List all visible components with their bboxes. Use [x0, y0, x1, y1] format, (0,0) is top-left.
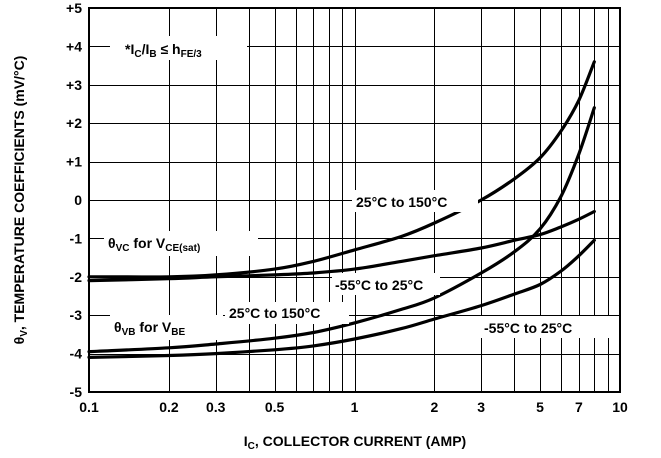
vb-family-label: θVB for VBE — [110, 315, 223, 340]
x-tick-label: 10 — [612, 399, 628, 415]
vc-family-label: θVC for VCE(sat) — [104, 231, 258, 256]
y-tick-label: -3 — [70, 307, 83, 323]
y-tick-label: -2 — [70, 269, 83, 285]
y-tick-label: +5 — [66, 0, 82, 16]
svg-text:25°C to 150°C: 25°C to 150°C — [356, 194, 447, 210]
x-tick-label: 7 — [575, 399, 583, 415]
x-tick-label: 0.2 — [159, 399, 179, 415]
y-tick-label: +1 — [66, 154, 82, 170]
y-tick-label: -1 — [70, 230, 83, 246]
svg-text:θVB for VBE: θVB for VBE — [114, 319, 185, 338]
x-tick-label: 2 — [431, 399, 439, 415]
svg-text:*IC/IB ≤ hFE/3: *IC/IB ≤ hFE/3 — [125, 41, 202, 60]
note-label: *IC/IB ≤ hFE/3 — [110, 36, 247, 60]
vc-hot-label: 25°C to 150°C — [352, 190, 478, 212]
svg-text:-55°C to 25°C: -55°C to 25°C — [335, 277, 423, 293]
curve-vc-hot — [87, 60, 596, 279]
y-tick-label: +2 — [66, 115, 82, 131]
x-tick-label: 5 — [536, 399, 544, 415]
annotations: *IC/IB ≤ hFE/3 25°C to 150°C θVC for VCE… — [104, 36, 611, 340]
vb-cold-label: -55°C to 25°C — [480, 316, 611, 338]
y-axis-label: θV, TEMPERATURE COEFFICIENTS (mV/°C) — [11, 56, 30, 345]
svg-text:-55°C to 25°C: -55°C to 25°C — [484, 320, 572, 336]
svg-text:25°C to 150°C: 25°C to 150°C — [229, 305, 320, 321]
vb-hot-label: 25°C to 150°C — [225, 302, 349, 324]
y-tick-label: -4 — [70, 346, 83, 362]
plot-frame — [88, 7, 621, 393]
x-tick-label: 0.1 — [79, 399, 99, 415]
curve-vc-cold — [87, 209, 596, 283]
curves — [87, 60, 596, 359]
x-tick-label: 1 — [351, 399, 359, 415]
y-tick-label: -5 — [70, 384, 83, 400]
x-tick-label: 3 — [477, 399, 485, 415]
svg-text:θVC for VCE(sat): θVC for VCE(sat) — [108, 235, 200, 254]
x-tick-labels: 0.1 0.2 0.3 0.5 1 2 3 5 7 10 — [79, 399, 628, 415]
y-tick-labels: +5 +4 +3 +2 +1 0 -1 -2 -3 -4 -5 — [66, 0, 82, 400]
y-tick-label: +4 — [66, 38, 82, 54]
vc-cold-label: -55°C to 25°C — [332, 273, 440, 295]
curve-vb-hot — [87, 106, 596, 354]
x-tick-label: 0.3 — [206, 399, 226, 415]
x-axis-label: IC, COLLECTOR CURRENT (AMP) — [244, 433, 466, 452]
y-tick-label: 0 — [74, 192, 82, 208]
curve-vb-cold — [87, 238, 596, 359]
x-tick-label: 0.5 — [265, 399, 285, 415]
y-tick-label: +3 — [66, 77, 82, 93]
